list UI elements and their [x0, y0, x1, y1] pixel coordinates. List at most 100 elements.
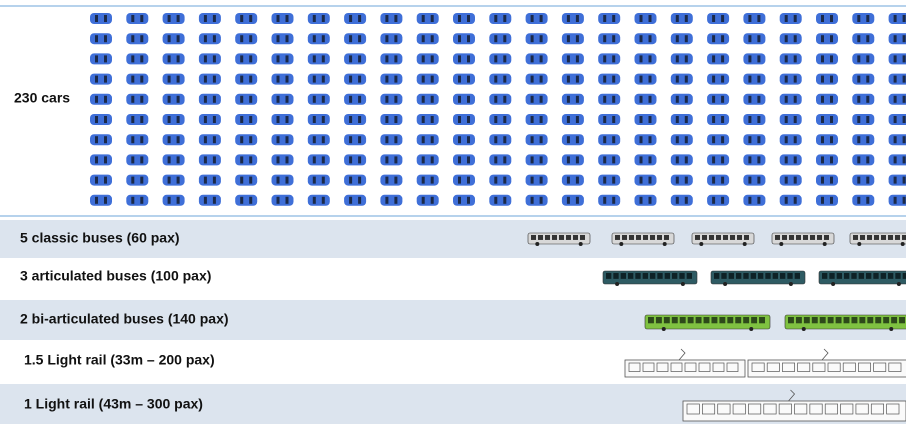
car-window	[312, 35, 316, 43]
vehicle-window	[795, 317, 802, 324]
car-icon	[162, 194, 185, 206]
car-window	[321, 75, 325, 83]
car-window	[757, 95, 761, 103]
car-window	[494, 35, 498, 43]
car-window	[603, 156, 607, 164]
car-window	[358, 75, 362, 83]
car-window	[721, 95, 725, 103]
vehicle-window	[811, 317, 818, 324]
car-icon	[634, 174, 657, 186]
car-window	[467, 15, 470, 22]
car-window	[212, 156, 216, 164]
car-window	[140, 55, 144, 63]
car-icon	[561, 174, 584, 186]
car-window	[648, 75, 652, 83]
car-icon	[162, 53, 185, 65]
car-icon	[670, 13, 693, 24]
car-icon	[670, 33, 693, 45]
vehicle-window	[721, 273, 727, 279]
car-window	[675, 75, 679, 83]
car-icon	[162, 114, 185, 125]
car-window	[866, 196, 870, 204]
vehicle-window	[780, 273, 786, 279]
car-window	[131, 15, 135, 22]
car-icon	[670, 73, 693, 85]
tram-window	[702, 403, 716, 415]
car-window	[104, 176, 107, 184]
car-icon	[634, 73, 657, 85]
car-icon	[888, 134, 906, 146]
car-icon	[525, 134, 548, 146]
car-icon	[707, 114, 730, 125]
car-window	[575, 55, 579, 63]
car-window	[430, 156, 434, 164]
vehicle-window	[819, 317, 826, 324]
vehicle-window	[695, 317, 702, 324]
car-window	[430, 75, 434, 83]
car-window	[276, 95, 280, 103]
car-window	[721, 196, 725, 204]
vehicle-window	[687, 317, 694, 324]
tram-window	[870, 403, 884, 415]
car-window	[203, 116, 207, 123]
car-icon	[888, 194, 906, 206]
car-icon	[453, 13, 475, 24]
car-window	[530, 176, 534, 184]
car-window	[757, 176, 761, 184]
tram-window	[855, 403, 869, 415]
vehicle-window	[655, 317, 662, 324]
car-icon	[344, 73, 367, 85]
vehicle-window	[817, 235, 822, 240]
tram-window	[684, 362, 697, 372]
car-window	[104, 196, 107, 204]
car-icon	[198, 134, 221, 146]
vehicle-window	[709, 235, 714, 240]
car-window	[212, 75, 216, 83]
vehicle-window	[703, 317, 710, 324]
car-window	[385, 35, 389, 43]
car-icon	[126, 73, 149, 85]
car-window	[240, 75, 244, 83]
vehicle-window	[891, 317, 898, 324]
tram-window	[698, 362, 711, 372]
car-window	[285, 156, 289, 164]
car-window	[430, 55, 434, 63]
car-icon	[743, 93, 766, 105]
tram-window	[726, 362, 739, 372]
car-window	[131, 156, 135, 164]
car-window	[212, 95, 216, 103]
car-window	[612, 15, 616, 22]
car-window	[167, 55, 171, 63]
car-window	[603, 116, 607, 123]
car-window	[539, 116, 543, 123]
car-window	[458, 176, 461, 184]
car-window	[421, 35, 425, 43]
car-window	[321, 156, 325, 164]
tram-window	[642, 362, 655, 372]
car-window	[566, 95, 570, 103]
car-window	[467, 55, 470, 63]
car-window	[176, 176, 180, 184]
car-icon	[779, 73, 802, 85]
car-window	[95, 95, 98, 103]
car-window	[821, 75, 824, 83]
car-window	[131, 136, 135, 144]
car-window	[902, 55, 906, 63]
vehicle-window	[874, 235, 879, 240]
car-window	[104, 116, 107, 123]
car-window	[539, 75, 543, 83]
car-window	[830, 196, 833, 204]
car-icon	[416, 13, 439, 24]
car-window	[240, 136, 244, 144]
car-window	[503, 15, 507, 22]
vehicle-window	[737, 235, 742, 240]
car-window	[675, 116, 679, 123]
car-window	[612, 35, 616, 43]
car-window	[494, 176, 498, 184]
car-window	[684, 15, 688, 22]
car-icon	[198, 73, 221, 85]
vehicle-window	[620, 273, 626, 279]
car-window	[902, 176, 906, 184]
car-window	[312, 116, 316, 123]
car-icon	[271, 53, 294, 65]
